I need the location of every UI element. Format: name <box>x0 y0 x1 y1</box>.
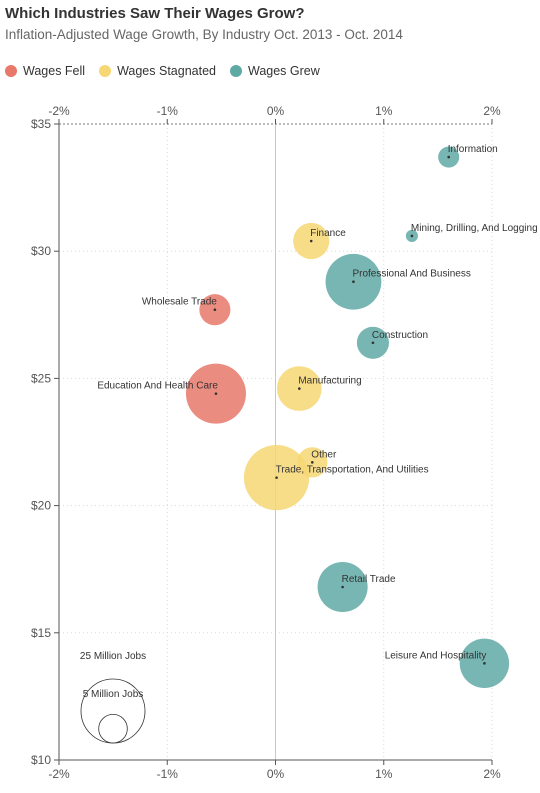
y-tick-label: $10 <box>31 753 51 767</box>
y-tick-label: $35 <box>31 117 51 131</box>
bubble-center-dot <box>341 585 344 589</box>
bubble-center-dot <box>275 476 278 479</box>
x-tick-label-bottom: -2% <box>48 767 70 781</box>
bubble-center-dot <box>214 392 218 395</box>
x-tick-label-bottom: -1% <box>157 767 179 781</box>
legend-label-grew: Wages Grew <box>247 64 320 78</box>
x-tick-label-bottom: 0% <box>267 767 285 781</box>
x-tick-label-top: 2% <box>483 104 501 118</box>
bubble-label: Manufacturing <box>298 376 361 387</box>
bubble-label: Education And Health Care <box>97 381 218 392</box>
bubble-label: Trade, Transportation, And Utilities <box>276 465 429 476</box>
bubble-center-dot <box>309 239 313 243</box>
y-tick-label: $15 <box>31 626 51 640</box>
y-tick-label: $20 <box>31 499 51 513</box>
bubble-label: Construction <box>372 330 428 341</box>
size-legend-circle-small <box>98 713 128 744</box>
bubble-center-dot <box>483 662 486 665</box>
legend-swatch-stagnated <box>99 65 112 77</box>
y-tick-label: $30 <box>31 244 51 258</box>
legend-swatch-fell <box>5 65 17 77</box>
legend-swatch-grew <box>229 65 242 77</box>
size-legend-label-small: 5 Million Jobs <box>83 689 144 700</box>
legend-item-wages-stagnated[interactable]: Wages Stagnated <box>99 64 216 78</box>
bubble-label: Wholesale Trade <box>142 297 217 308</box>
x-tick-label-top: 0% <box>267 104 285 118</box>
legend-label-fell: Wages Fell <box>23 64 86 78</box>
legend-label-stagnated: Wages Stagnated <box>117 64 216 78</box>
legend-item-wages-grew[interactable]: Wages Grew <box>229 64 320 78</box>
x-tick-label-top: -1% <box>157 104 179 118</box>
x-tick-label-top: -2% <box>48 104 70 118</box>
chart-subtitle: Inflation-Adjusted Wage Growth, By Indus… <box>5 27 403 42</box>
bubble-label: Mining, Drilling, And Logging <box>411 223 538 234</box>
y-tick-label: $25 <box>31 371 51 385</box>
bubble-label: Leisure And Hospitality <box>385 650 487 661</box>
legend-item-wages-fell[interactable]: Wages Fell <box>5 64 85 78</box>
bubble-label: Finance <box>310 228 346 239</box>
x-tick-label-top: 1% <box>375 104 393 118</box>
bubble-center-dot <box>352 280 355 284</box>
color-legend: Wages Fell Wages Stagnated Wages Grew <box>5 64 334 78</box>
bubble-center-dot <box>447 155 451 159</box>
bubble-label: Professional And Business <box>352 269 470 280</box>
size-legend-label-large: 25 Million Jobs <box>80 651 146 662</box>
x-tick-label-bottom: 1% <box>375 767 393 781</box>
bubble-center-dot <box>371 341 375 345</box>
bubble-center-dot <box>213 308 217 312</box>
x-tick-label-bottom: 2% <box>483 767 501 781</box>
bubble-center-dot <box>298 387 301 390</box>
bubble-label: Information <box>448 144 498 155</box>
chart-title: Which Industries Saw Their Wages Grow? <box>5 5 305 22</box>
bubble-center-dot <box>410 234 414 238</box>
bubble-label: Other <box>311 449 337 460</box>
bubble-label: Retail Trade <box>342 574 396 585</box>
bubble-center-dot <box>311 461 314 464</box>
